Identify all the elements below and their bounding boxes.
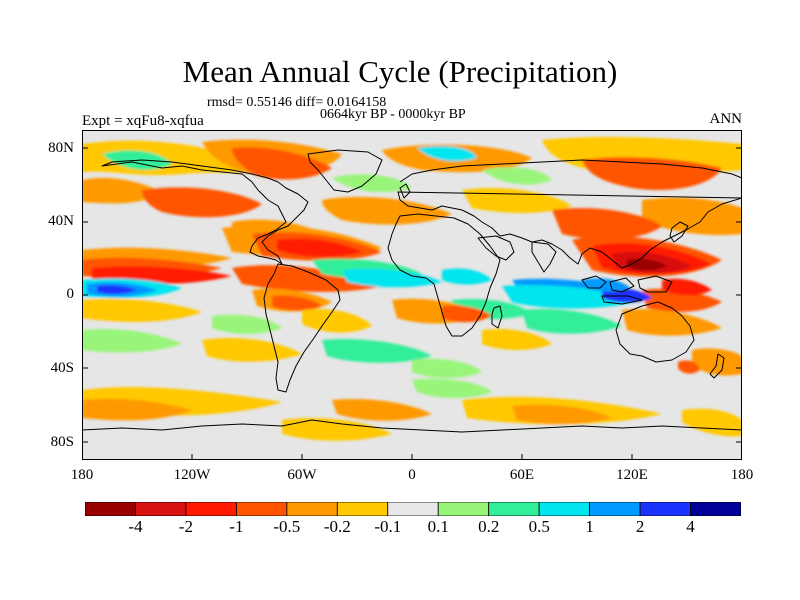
antarctica-coast [82, 419, 742, 433]
lat-label-40n: 40N [48, 213, 74, 229]
colorbar-label: -2 [178, 517, 193, 536]
lon-label-180w: 180 [70, 467, 94, 483]
africa-coast [387, 213, 501, 337]
experiment-label: Expt = xqFu8-xqfua [82, 113, 204, 129]
greenland-coast [307, 149, 383, 193]
lon-ticks [191, 454, 633, 460]
colorbar-label: -1 [229, 517, 244, 536]
colorbar-label: -0.5 [273, 517, 301, 536]
south-america-coast [263, 263, 341, 393]
colorbar-swatch [235, 502, 288, 516]
colorbar-swatch [85, 502, 136, 516]
colorbar-label: -0.1 [374, 517, 402, 536]
colorbar-swatch [538, 502, 591, 516]
madagascar-coast [491, 305, 503, 329]
lat-label-40s: 40S [50, 360, 74, 376]
europe-asia-coast [397, 159, 742, 269]
colorbar-swatch [639, 502, 691, 516]
lat-label-0: 0 [66, 286, 75, 302]
colorbar-label: -0.2 [323, 517, 351, 536]
coastlines [82, 149, 742, 433]
colorbar-swatch [135, 502, 187, 516]
plot-title: Mean Annual Cycle (Precipitation) [182, 54, 618, 89]
time-period-label: 0664kyr BP - 0000kyr BP [320, 107, 466, 122]
japan-coast [669, 221, 689, 243]
colorbar-swatch [488, 502, 540, 516]
lon-label-60e: 60E [509, 467, 535, 483]
lon-label-120w: 120W [173, 467, 211, 483]
rmsd-diff-stats: rmsd= 0.55146 diff= 0.0164158 [207, 95, 387, 110]
colorbar-swatch [589, 502, 641, 516]
colorbar-label: 1 [585, 517, 594, 536]
colorbar [85, 502, 741, 516]
lat-label-80s: 80S [50, 434, 74, 450]
north-america-coast [101, 159, 309, 265]
lat-label-80n: 80N [48, 140, 74, 156]
season-label: ANN [709, 111, 743, 127]
india-coast [531, 241, 557, 273]
lon-label-120e: 120E [616, 467, 648, 483]
lon-label-0: 0 [408, 467, 416, 483]
precipitation-anomaly-fill [82, 137, 742, 441]
new-zealand-coast [709, 353, 725, 379]
colorbar-swatch [387, 502, 439, 516]
indonesia-coast [581, 275, 673, 305]
colorbar-swatch [185, 502, 237, 516]
colorbar-label: 0.5 [528, 517, 550, 536]
lon-label-180e: 180 [730, 467, 754, 483]
colorbar-swatch [336, 502, 389, 516]
colorbar-swatch [437, 502, 490, 516]
precipitation-map [82, 130, 742, 460]
colorbar-swatch [286, 502, 338, 516]
australia-coast [615, 301, 695, 363]
colorbar-label: 4 [686, 517, 695, 536]
colorbar-label: 2 [635, 517, 645, 536]
lat-ticks [82, 147, 742, 443]
colorbar-swatch [690, 502, 741, 516]
colorbar-label: -4 [128, 517, 143, 536]
colorbar-label: 0.1 [427, 517, 449, 536]
uk-coast [399, 183, 411, 199]
arabia-coast [477, 235, 515, 261]
lon-label-60w: 60W [287, 467, 317, 483]
colorbar-label: 0.2 [478, 517, 500, 536]
